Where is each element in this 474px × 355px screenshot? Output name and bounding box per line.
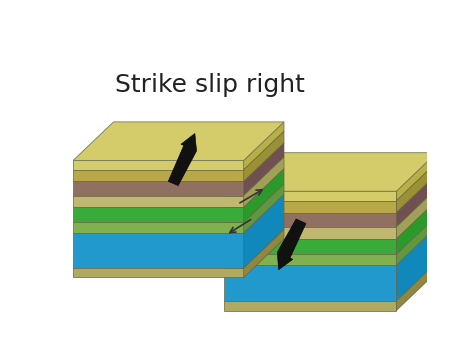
Polygon shape [244, 169, 284, 223]
Polygon shape [396, 216, 437, 265]
Polygon shape [396, 227, 437, 301]
Polygon shape [396, 201, 437, 255]
Polygon shape [73, 160, 244, 170]
Polygon shape [73, 196, 244, 207]
Polygon shape [224, 201, 396, 213]
Polygon shape [73, 268, 244, 278]
Polygon shape [396, 153, 437, 201]
Polygon shape [224, 191, 396, 201]
Polygon shape [396, 174, 437, 227]
Polygon shape [224, 239, 396, 255]
Polygon shape [73, 170, 244, 181]
Text: Right Lateral
Strike-Slip Fault: Right Lateral Strike-Slip Fault [309, 157, 406, 185]
Polygon shape [396, 162, 437, 213]
Text: Strike slip right: Strike slip right [116, 73, 305, 97]
Polygon shape [244, 157, 284, 207]
Polygon shape [244, 143, 284, 196]
Polygon shape [73, 223, 244, 233]
Polygon shape [73, 233, 244, 268]
Polygon shape [277, 219, 306, 270]
Polygon shape [244, 230, 284, 278]
Polygon shape [73, 181, 244, 196]
Polygon shape [168, 133, 197, 186]
Polygon shape [224, 227, 396, 239]
Polygon shape [73, 122, 284, 160]
Polygon shape [244, 131, 284, 181]
Polygon shape [73, 207, 244, 223]
Polygon shape [224, 255, 396, 265]
Polygon shape [224, 153, 437, 191]
Polygon shape [396, 189, 437, 239]
Polygon shape [244, 195, 284, 268]
Polygon shape [224, 265, 396, 301]
Polygon shape [396, 262, 437, 311]
Polygon shape [244, 122, 284, 170]
Polygon shape [224, 301, 396, 311]
Polygon shape [244, 184, 284, 233]
Polygon shape [224, 213, 396, 227]
